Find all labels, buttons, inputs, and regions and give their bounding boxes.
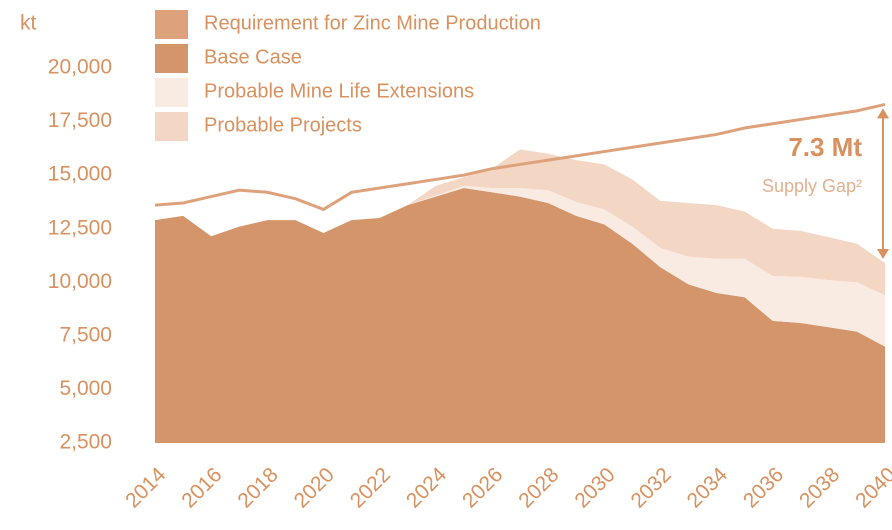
legend-swatch (155, 10, 188, 39)
legend-label: Probable Mine Life Extensions (204, 80, 474, 102)
x-tick-label: 2034 (683, 463, 733, 513)
legend-swatch (155, 78, 188, 107)
legend-label: Probable Projects (204, 114, 362, 136)
x-tick-label: 2018 (233, 463, 282, 512)
x-tick-label: 2024 (402, 463, 452, 513)
x-tick-label: 2014 (121, 463, 171, 513)
legend-label: Base Case (204, 46, 302, 68)
x-tick-label: 2040 (851, 463, 892, 512)
area (155, 149, 885, 296)
y-tick-label: 17,500 (48, 109, 112, 132)
legend-label: Requirement for Zinc Mine Production (204, 12, 541, 34)
y-tick-label: 15,000 (48, 163, 112, 186)
x-tick-label: 2030 (570, 463, 619, 512)
arrow-head (877, 249, 889, 259)
y-unit: kt (20, 12, 37, 35)
area (155, 188, 885, 443)
y-tick-label: 7,500 (59, 323, 112, 346)
area (155, 185, 885, 347)
x-tick-label: 2020 (290, 463, 339, 512)
annotation-text: Supply Gap² (762, 176, 862, 196)
arrow-head (877, 108, 889, 119)
x-tick-label: 2026 (458, 463, 507, 512)
y-tick-label: 10,000 (48, 270, 112, 293)
legend-swatch (155, 112, 188, 141)
x-tick-label: 2022 (346, 463, 395, 512)
y-tick-label: 20,000 (48, 56, 112, 79)
x-tick-label: 2032 (627, 463, 676, 512)
y-tick-label: 5,000 (59, 377, 112, 400)
x-tick-label: 2028 (514, 463, 563, 512)
x-tick-label: 2038 (795, 463, 844, 512)
y-tick-label: 2,500 (59, 431, 112, 454)
legend-swatch (155, 44, 188, 73)
y-tick-label: 12,500 (48, 216, 112, 239)
annotation-value: 7.3 Mt (788, 132, 862, 162)
requirement-line (154, 102, 886, 212)
x-tick-label: 2016 (177, 463, 226, 512)
x-tick-label: 2036 (739, 463, 788, 512)
